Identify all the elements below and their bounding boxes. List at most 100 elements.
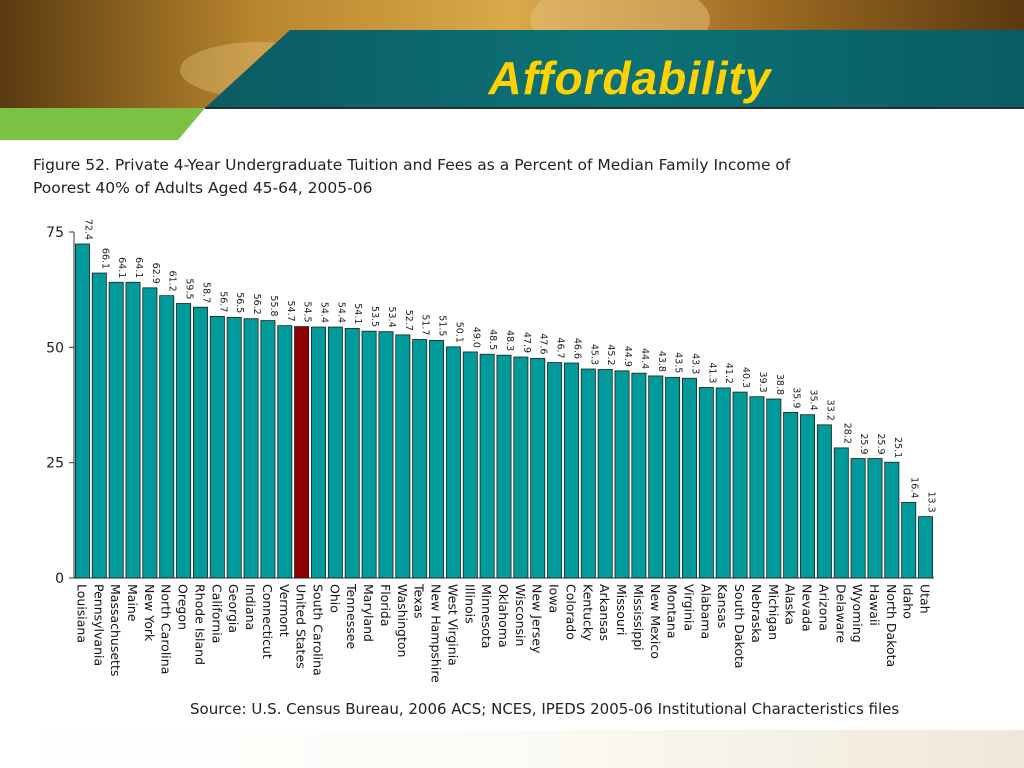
data-label: 51.5 <box>437 315 448 336</box>
data-label: 64.1 <box>116 257 127 278</box>
bar <box>563 362 579 579</box>
x-tick-label: Iowa <box>547 584 562 613</box>
header-banner <box>0 0 1024 140</box>
x-tick-label: Florida <box>378 584 393 627</box>
data-label: 55.8 <box>268 295 279 316</box>
data-label: 54.4 <box>335 302 346 323</box>
x-tick-label: Montana <box>665 584 680 639</box>
y-tick-label: 0 <box>55 571 64 587</box>
bar <box>547 362 563 579</box>
data-label: 64.1 <box>133 257 144 278</box>
data-label: 56.7 <box>217 291 228 312</box>
x-tick-label: California <box>209 584 224 643</box>
x-tick-label: Hawaii <box>867 584 882 626</box>
bar <box>159 295 175 579</box>
data-label: 50.1 <box>453 322 464 343</box>
bar <box>749 396 765 579</box>
bar <box>597 369 613 579</box>
data-label: 59.5 <box>184 278 195 299</box>
x-tick-label: Wisconsin <box>513 584 528 646</box>
data-label: 72.4 <box>82 219 93 240</box>
bar <box>142 287 158 579</box>
data-label: 44.4 <box>639 348 650 369</box>
data-label: 53.5 <box>369 306 380 327</box>
bar <box>176 303 192 579</box>
x-tick-label: Minnesota <box>479 584 494 649</box>
data-label: 39.3 <box>757 372 768 393</box>
banner-teal-panel <box>205 30 1024 108</box>
data-label: 52.7 <box>403 310 414 331</box>
data-label: 49.0 <box>470 327 481 348</box>
bar <box>715 387 731 579</box>
data-label: 46.7 <box>555 337 566 358</box>
x-tick-label: New Jersey <box>530 584 545 654</box>
bar <box>867 458 883 579</box>
data-label: 41.2 <box>723 363 734 384</box>
x-tick-label: Delaware <box>833 584 848 643</box>
x-tick-label: Louisiana <box>74 584 89 643</box>
x-tick-label: New Mexico <box>648 584 663 659</box>
bar <box>429 340 445 579</box>
bar <box>732 391 748 579</box>
x-tick-label: Maryland <box>361 584 376 642</box>
x-tick-label: Arizona <box>816 584 831 631</box>
data-label: 47.6 <box>538 333 549 354</box>
x-tick-label: Tennessee <box>344 583 359 649</box>
x-tick-label: Rhode Island <box>192 584 207 665</box>
bar <box>378 331 394 579</box>
data-label: 62.9 <box>150 263 161 284</box>
x-tick-label: Oklahoma <box>496 584 511 648</box>
data-label: 56.2 <box>251 294 262 315</box>
x-tick-label: Illinois <box>462 584 477 624</box>
data-label: 25.1 <box>892 437 903 458</box>
data-label: 25.9 <box>858 433 869 454</box>
data-label: 48.3 <box>504 330 515 351</box>
x-tick-label: Kansas <box>715 584 730 628</box>
data-label: 54.4 <box>319 302 330 323</box>
data-label: 56.5 <box>234 292 245 313</box>
x-tick-label: Utah <box>918 584 933 614</box>
x-tick-label: West Virginia <box>445 584 460 666</box>
x-tick-label: Texas <box>412 583 427 619</box>
bar <box>530 358 546 579</box>
bar <box>294 326 310 579</box>
bar <box>192 306 208 579</box>
x-tick-label: Pennsylvania <box>91 584 106 666</box>
x-tick-label: Indiana <box>243 584 258 630</box>
data-label: 35.9 <box>791 387 802 408</box>
bar <box>445 346 461 579</box>
slide-title: Affordability <box>488 52 772 104</box>
bar <box>277 325 293 579</box>
data-label: 58.7 <box>200 282 211 303</box>
footer-decoration <box>0 730 1024 768</box>
bar <box>462 351 478 579</box>
x-tick-label: Ohio <box>327 584 342 613</box>
x-tick-label: Colorado <box>563 584 578 640</box>
data-label: 53.4 <box>386 306 397 327</box>
bar <box>108 281 124 579</box>
data-label: 33.2 <box>824 400 835 421</box>
bar <box>901 501 917 579</box>
bar <box>311 326 326 579</box>
x-tick-label: Nebraska <box>749 584 764 643</box>
x-tick-label: Connecticut <box>260 584 275 659</box>
data-label: 41.3 <box>706 362 717 383</box>
bar <box>344 328 360 579</box>
bar <box>361 330 377 579</box>
x-tick-label: Alabama <box>698 584 713 639</box>
figure-title-line-2: Poorest 40% of Adults Aged 45-64, 2005-0… <box>33 179 373 197</box>
bar <box>783 411 799 579</box>
x-tick-label: Alaska <box>783 584 798 625</box>
data-label: 35.4 <box>808 390 819 411</box>
figure-title-line-1: Figure 52. Private 4-Year Undergraduate … <box>33 156 791 174</box>
bar <box>833 447 849 579</box>
bar <box>74 243 90 579</box>
data-label: 66.1 <box>99 248 110 269</box>
data-label: 51.7 <box>420 314 431 335</box>
bar <box>125 281 141 579</box>
bar <box>479 353 495 579</box>
source-note: Source: U.S. Census Bureau, 2006 ACS; NC… <box>190 700 900 718</box>
x-tick-label: New York <box>142 584 157 642</box>
x-tick-label: North Dakota <box>884 584 899 667</box>
data-label: 48.5 <box>487 329 498 350</box>
